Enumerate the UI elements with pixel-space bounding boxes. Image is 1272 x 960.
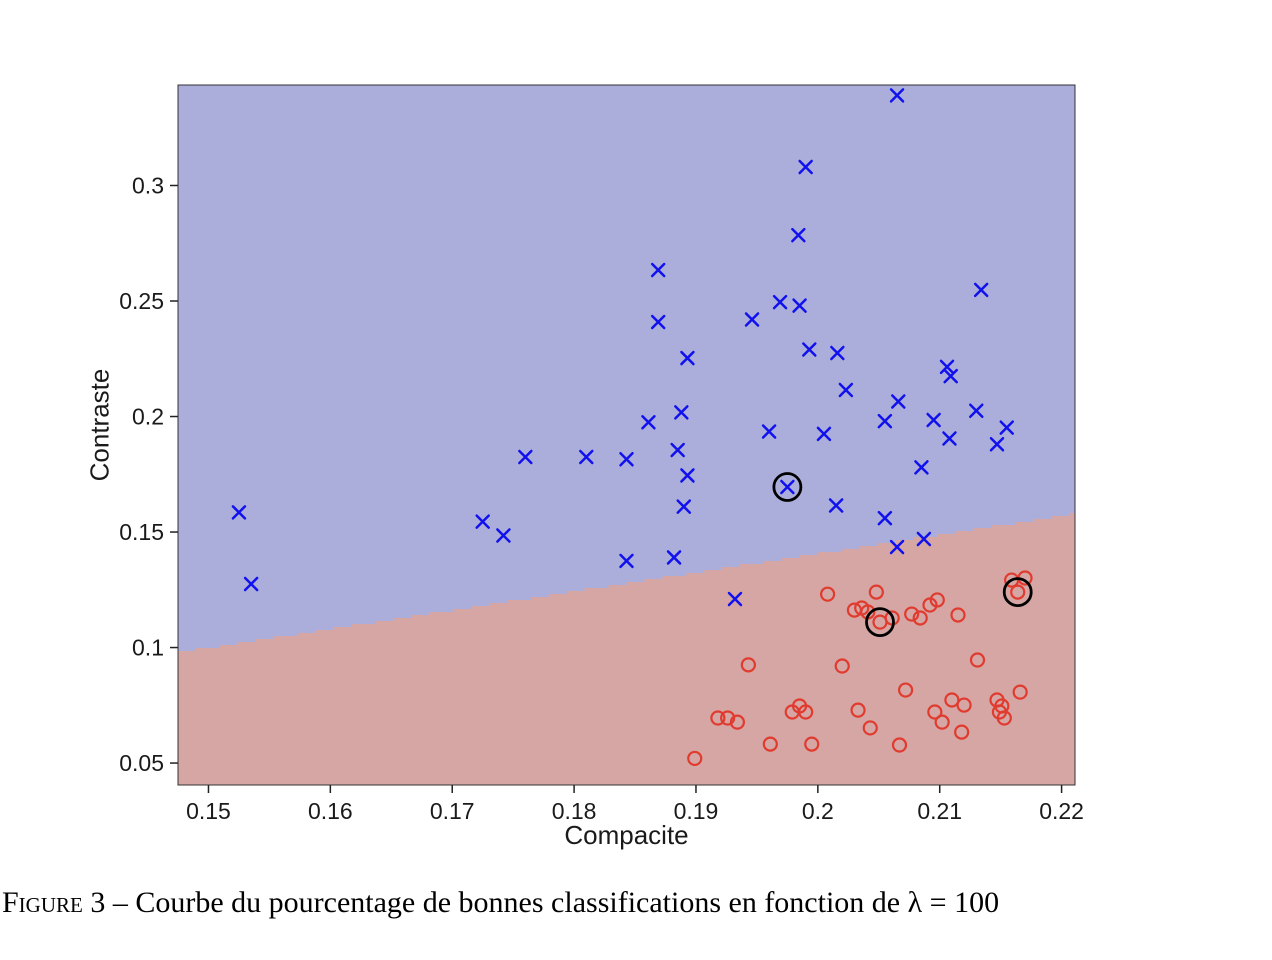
blue-x-marker (969, 403, 984, 418)
blue-x-marker (802, 342, 817, 357)
red-o-marker (850, 702, 866, 718)
blue-x-marker (943, 368, 958, 384)
blue-x-marker (619, 452, 634, 467)
red-o-marker (969, 652, 986, 668)
blue-x-marker (877, 510, 893, 526)
blue-x-marker (889, 88, 905, 103)
red-o-marker (729, 714, 746, 730)
blue-x-marker (816, 426, 832, 442)
y-tick-label: 0.2 (132, 404, 164, 430)
x-tick-label: 0.16 (308, 798, 353, 824)
red-o-marker (1010, 584, 1026, 600)
blue-x-marker (579, 449, 594, 465)
red-o-marker (834, 658, 850, 674)
figure-caption: Figure 3 – Courbe du pourcentage de bonn… (2, 886, 999, 920)
blue-x-marker (780, 479, 795, 495)
red-o-marker (720, 710, 736, 726)
red-o-marker (804, 736, 820, 752)
x-tick-label: 0.19 (674, 798, 719, 824)
blue-x-marker (999, 420, 1014, 435)
caption-text: – Courbe du pourcentage de bonnes classi… (105, 886, 1000, 919)
blue-x-marker (916, 531, 932, 547)
y-axis-label: Contraste (84, 368, 115, 482)
blue-x-marker (989, 436, 1005, 452)
red-o-marker (954, 724, 970, 740)
blue-x-marker (518, 449, 533, 465)
blue-x-marker (891, 394, 906, 409)
blue-x-marker (650, 314, 666, 330)
y-tick-label: 0.05 (119, 750, 164, 776)
x-tick-label: 0.17 (430, 798, 475, 824)
blue-x-marker (670, 442, 685, 458)
red-o-marker (934, 714, 950, 730)
y-tick-label: 0.3 (132, 172, 164, 198)
red-o-marker (927, 704, 943, 720)
blue-x-marker (680, 350, 695, 366)
red-o-marker (891, 737, 908, 753)
red-o-marker (798, 704, 814, 720)
red-o-marker (687, 750, 703, 767)
blue-x-marker (772, 294, 788, 310)
blue-x-marker (680, 468, 695, 483)
y-tick-label: 0.1 (132, 635, 164, 661)
blue-x-marker (889, 539, 905, 555)
plot-frame (177, 84, 1076, 786)
blue-x-marker (475, 514, 490, 529)
x-tick-label: 0.2 (802, 798, 834, 824)
blue-x-marker (942, 431, 957, 446)
red-o-marker (862, 720, 878, 736)
red-o-marker (897, 682, 914, 698)
blue-x-marker (243, 576, 259, 592)
blue-x-marker (650, 262, 666, 278)
blue-x-marker (619, 553, 634, 569)
blue-x-marker (926, 412, 941, 428)
support-vector-circle (772, 472, 803, 502)
y-tick-label: 0.15 (119, 519, 164, 545)
red-o-marker (996, 710, 1012, 726)
red-o-marker (819, 586, 836, 602)
blue-x-marker (496, 528, 511, 543)
x-tick-label: 0.22 (1039, 798, 1084, 824)
blue-x-marker (231, 505, 247, 520)
x-tick-label: 0.15 (186, 798, 231, 824)
blue-x-marker (939, 359, 955, 375)
blue-x-marker (798, 159, 813, 175)
blue-x-marker (674, 405, 689, 420)
lower-class-region (178, 513, 1075, 785)
blue-x-marker (792, 298, 807, 313)
red-o-marker (904, 606, 920, 622)
blue-x-marker (877, 413, 893, 429)
blue-x-marker (791, 227, 806, 243)
red-o-marker (710, 710, 726, 726)
x-axis-label: Compacite (564, 820, 689, 850)
blue-x-marker (727, 591, 743, 607)
blue-x-marker (828, 498, 844, 513)
red-o-marker (929, 592, 945, 608)
red-o-marker (762, 736, 778, 752)
red-o-marker (956, 697, 972, 713)
blue-x-marker (666, 550, 682, 565)
y-tick-label: 0.25 (119, 288, 164, 314)
red-o-marker (912, 610, 928, 626)
x-tick-label: 0.18 (552, 798, 597, 824)
blue-x-marker (676, 499, 692, 514)
support-vector-circle (865, 607, 895, 638)
blue-x-marker (838, 382, 854, 398)
x-tick-label: 0.21 (917, 798, 962, 824)
red-o-marker (740, 657, 756, 673)
caption-figure-label: Figure 3 (2, 886, 106, 919)
blue-x-marker (830, 345, 845, 361)
red-o-marker (944, 692, 960, 708)
blue-x-marker (761, 424, 777, 439)
blue-x-marker (744, 312, 760, 327)
red-o-marker (950, 607, 966, 623)
blue-x-marker (973, 282, 989, 298)
red-o-marker (1012, 684, 1028, 700)
support-vector-circle (1002, 577, 1033, 607)
blue-x-marker (914, 460, 929, 475)
red-o-marker (868, 584, 884, 600)
blue-x-marker (641, 415, 656, 430)
